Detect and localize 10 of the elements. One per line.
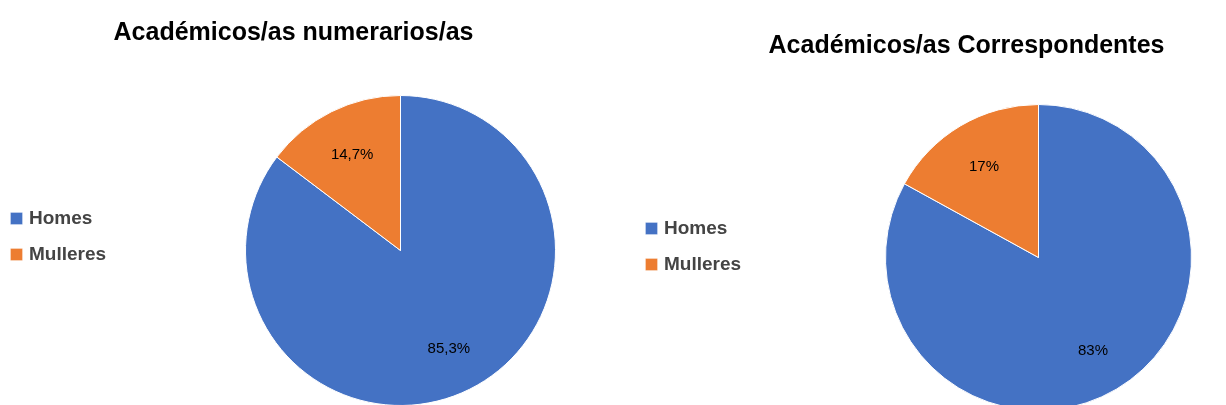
chart-title: Académicos/as Correspondentes [768,29,1165,58]
data-label: 17% [968,156,999,174]
data-label: 85,3% [427,339,471,357]
data-label: 14,7% [330,144,374,162]
data-label: 83% [1078,341,1109,359]
legend-label: Mulleres [664,253,742,275]
legend-label: Homes [664,217,728,239]
legend-label: Mulleres [29,243,107,265]
chart-title: Académicos/as numerarios/as [113,16,474,45]
legend-label: Homes [29,207,93,229]
